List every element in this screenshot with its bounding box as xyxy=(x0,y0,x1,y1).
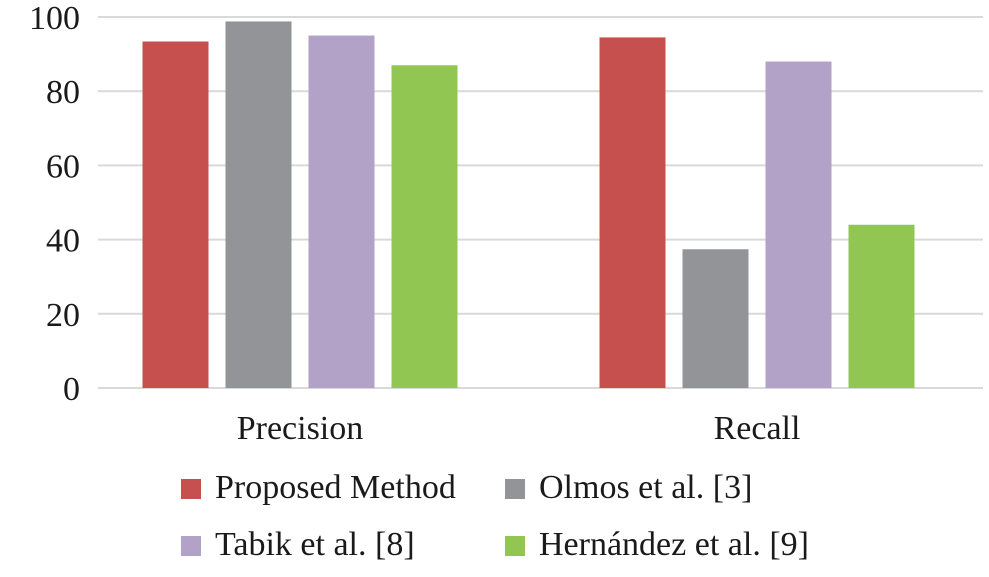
bar-recall-series-3 xyxy=(848,224,915,388)
legend-swatch xyxy=(181,479,201,499)
bar-precision-series-2 xyxy=(308,35,375,389)
x-category-label: Precision xyxy=(237,410,364,447)
legend-swatch xyxy=(181,536,201,556)
bar-precision-series-0 xyxy=(142,41,209,389)
y-tick-label: 20 xyxy=(46,297,80,334)
y-tick-label: 0 xyxy=(63,371,80,408)
bar-recall-series-0 xyxy=(599,37,666,388)
legend-label: Hernández et al. [9] xyxy=(539,526,809,563)
bar-recall-series-2 xyxy=(765,61,832,389)
legend-label: Olmos et al. [3] xyxy=(539,469,752,506)
bar-precision-series-1 xyxy=(225,21,292,389)
bars-layer xyxy=(142,21,915,389)
legend-swatch xyxy=(505,536,525,556)
y-tick-label: 100 xyxy=(29,0,80,37)
y-tick-label: 40 xyxy=(46,223,80,260)
x-category-label: Recall xyxy=(714,410,801,447)
legend-label: Tabik et al. [8] xyxy=(215,526,415,563)
bar-precision-series-3 xyxy=(391,65,458,388)
legend-swatch xyxy=(505,479,525,499)
bar-recall-series-1 xyxy=(682,249,749,388)
y-tick-label: 80 xyxy=(46,74,80,111)
y-tick-label: 60 xyxy=(46,148,80,185)
labels-layer: 0 20 40 60 80 100 Precision Recall xyxy=(29,0,800,447)
legend-label: Proposed Method xyxy=(215,469,456,506)
legend: Proposed Method Olmos et al. [3] Tabik et … xyxy=(181,469,809,563)
